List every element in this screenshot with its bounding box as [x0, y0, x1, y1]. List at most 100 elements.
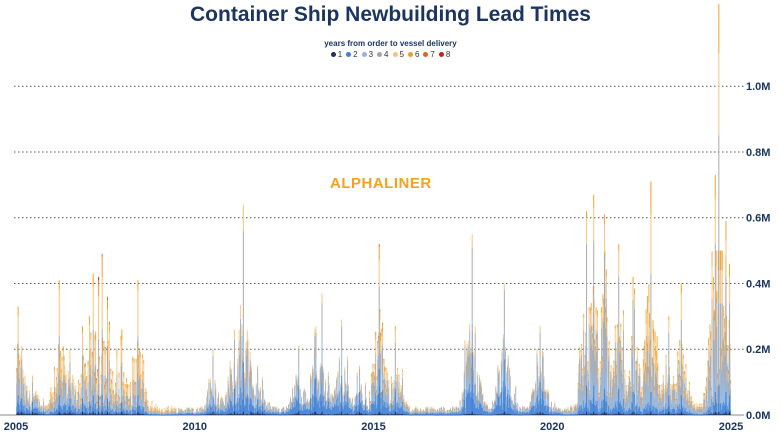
- bar-segment: [206, 409, 208, 415]
- bar-segment: [119, 413, 121, 415]
- bar-segment: [544, 405, 546, 415]
- bar-segment: [91, 397, 93, 407]
- bar-segment: [629, 395, 631, 408]
- bar-segment: [509, 394, 511, 414]
- bar-segment: [51, 402, 53, 410]
- bar-segment: [259, 413, 261, 415]
- bar-segment: [247, 413, 249, 415]
- bar-segment: [305, 392, 307, 400]
- bar-segment: [619, 384, 621, 404]
- bar-segment: [42, 409, 44, 414]
- bar-segment: [84, 396, 86, 406]
- bar-segment: [501, 413, 503, 415]
- bar-segment: [491, 408, 493, 411]
- bar-segment: [591, 403, 593, 414]
- bar-segment: [210, 386, 212, 390]
- bar-segment: [110, 410, 112, 415]
- bar-segment: [16, 383, 18, 401]
- bar-segment: [245, 396, 247, 414]
- bar-segment: [452, 410, 454, 413]
- bar-segment: [75, 410, 77, 413]
- bar-segment: [114, 402, 116, 409]
- bar-segment: [597, 397, 599, 409]
- bar-segment: [440, 412, 442, 415]
- bar-segment: [371, 373, 373, 377]
- bar-segment: [616, 401, 618, 414]
- bar-segment: [350, 414, 352, 415]
- bar-segment: [476, 404, 478, 409]
- bar-segment: [49, 412, 51, 415]
- bar-segment: [129, 397, 131, 407]
- bar-segment: [473, 355, 475, 382]
- bar-segment: [129, 384, 131, 387]
- bar-segment: [573, 410, 575, 414]
- bar-segment: [390, 403, 392, 408]
- bar-segment: [273, 406, 275, 408]
- bar-segment: [277, 412, 279, 415]
- bar-segment: [579, 349, 581, 359]
- bar-segment: [77, 401, 79, 409]
- bar-segment: [211, 412, 213, 415]
- bar-segment: [356, 395, 358, 413]
- bar-segment: [629, 383, 631, 388]
- bar-segment: [364, 414, 366, 415]
- bar-segment: [377, 378, 379, 394]
- bar-segment: [549, 411, 551, 415]
- bar-segment: [47, 405, 49, 407]
- bar-segment: [83, 411, 85, 415]
- bar-segment: [252, 386, 254, 389]
- bar-segment: [43, 407, 45, 410]
- bar-segment: [604, 412, 606, 415]
- bar-segment: [146, 410, 148, 413]
- bar-segment: [500, 399, 502, 406]
- bar-segment: [248, 396, 250, 405]
- bar-segment: [169, 411, 171, 413]
- bar-segment: [46, 412, 48, 414]
- bar-segment: [490, 410, 492, 413]
- bar-segment: [248, 395, 250, 399]
- bar-segment: [40, 410, 42, 413]
- bar-segment: [577, 413, 578, 415]
- bar-segment: [266, 405, 268, 406]
- bar-segment: [595, 400, 597, 414]
- bar-segment: [604, 282, 606, 354]
- bar-segment: [424, 411, 426, 412]
- bar-segment: [526, 412, 528, 415]
- bar-segment: [456, 407, 458, 411]
- bar-segment: [579, 347, 581, 350]
- bar-segment: [383, 364, 385, 373]
- bar-segment: [548, 414, 550, 415]
- bar-segment: [290, 401, 292, 403]
- bar-segment: [62, 396, 64, 407]
- bar-segment: [60, 413, 62, 415]
- bar-segment: [403, 399, 405, 405]
- bar-segment: [281, 408, 283, 411]
- bar-segment: [499, 400, 501, 406]
- bar-segment: [376, 380, 378, 387]
- bar-segment: [410, 411, 412, 414]
- bar-segment: [338, 394, 340, 401]
- bar-segment: [486, 405, 488, 410]
- bar-segment: [61, 356, 63, 362]
- bar-segment: [478, 399, 480, 407]
- bar-segment: [526, 409, 528, 412]
- bar-segment: [621, 404, 623, 414]
- bar-segment: [207, 389, 209, 393]
- bar-segment: [354, 395, 356, 398]
- bar-segment: [316, 397, 318, 404]
- bar-segment: [222, 405, 224, 410]
- bar-segment: [82, 392, 84, 404]
- bar-segment: [85, 390, 87, 402]
- bar-segment: [246, 340, 248, 378]
- bar-segment: [76, 412, 78, 415]
- bar-segment: [93, 409, 95, 414]
- bar-segment: [145, 401, 147, 409]
- bar-segment: [450, 413, 452, 415]
- bar-segment: [430, 410, 432, 413]
- bar-segment: [513, 393, 515, 395]
- bar-segment: [255, 408, 257, 414]
- bar-segment: [586, 411, 588, 415]
- bar-segment: [392, 384, 394, 389]
- bar-segment: [283, 412, 285, 414]
- bar-segment: [338, 391, 340, 413]
